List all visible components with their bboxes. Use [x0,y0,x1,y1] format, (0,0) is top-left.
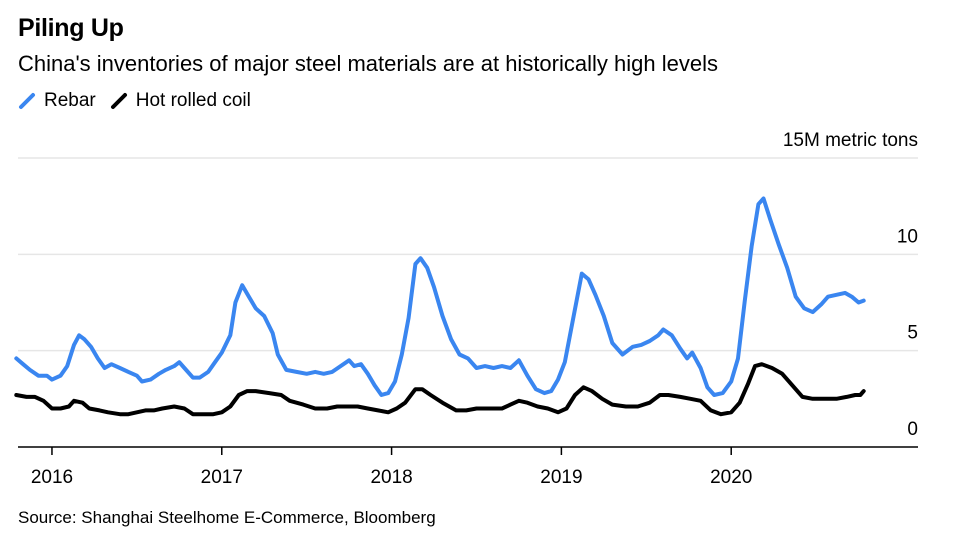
y-tick-label-0: 0 [907,419,918,440]
y-tick-label-15: 15M metric tons [783,130,918,151]
legend-swatch-rebar [19,93,35,109]
chart-legend: Rebar Hot rolled coil [18,90,265,112]
legend-label-rebar: Rebar [44,90,96,111]
series-line-hot-rolled-coil [14,362,866,417]
chart-subtitle: China's inventories of major steel mater… [18,51,718,76]
chart-title: Piling Up [18,14,124,42]
x-tick-label-2020: 2020 [710,467,752,488]
y-tick-label-10: 10 [897,226,918,247]
x-tick-label-2017: 2017 [201,467,243,488]
legend-item-hot-rolled-coil: Hot rolled coil [110,90,251,112]
legend-item-rebar: Rebar [18,90,96,112]
source-note: Source: Shanghai Steelhome E-Commerce, B… [18,508,436,527]
legend-swatch-hot-rolled-coil [110,93,127,109]
legend-label-hot-rolled-coil: Hot rolled coil [135,90,251,111]
x-tick-label-2018: 2018 [370,467,412,488]
x-tick-label-2016: 2016 [31,467,73,488]
y-tick-label-5: 5 [907,323,918,344]
x-tick-label-2019: 2019 [540,467,582,488]
series-line-rebar [14,196,866,397]
